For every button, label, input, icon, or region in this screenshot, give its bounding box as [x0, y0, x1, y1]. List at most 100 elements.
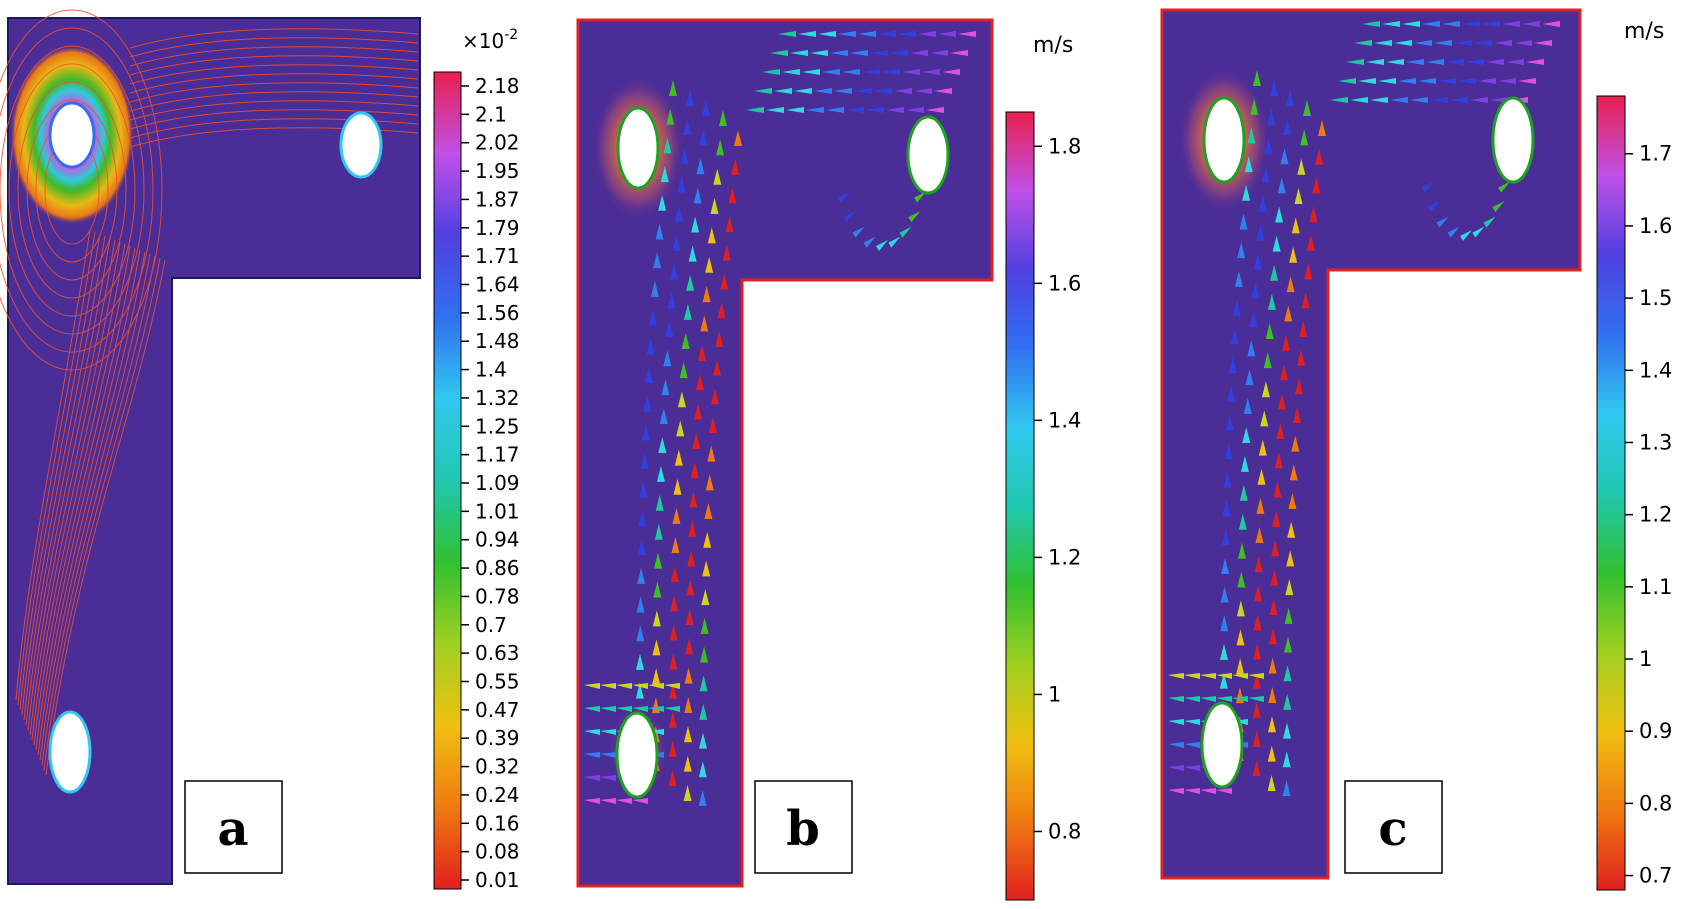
velocity-arrow: [584, 683, 600, 689]
panel-a-hole-top-left: [48, 101, 96, 169]
velocity-arrow: [673, 478, 682, 495]
velocity-arrow: [1223, 471, 1232, 488]
colorbar-tick-label: 1.56: [475, 301, 520, 325]
colorbar-tick-label: 0.8: [1048, 819, 1081, 843]
velocity-arrow: [710, 388, 719, 405]
velocity-arrow: [600, 706, 616, 712]
velocity-arrow: [1228, 356, 1237, 373]
velocity-arrow: [1306, 234, 1315, 251]
velocity-arrow: [1270, 569, 1279, 586]
velocity-arrow: [1418, 78, 1436, 84]
velocity-arrow: [705, 474, 714, 491]
velocity-arrow: [646, 338, 655, 355]
velocity-arrow: [1257, 468, 1266, 485]
velocity-arrow: [818, 31, 836, 37]
colorbar-tick-label: 0.9: [1639, 719, 1672, 743]
velocity-arrow: [1450, 97, 1468, 103]
velocity-arrow: [1168, 765, 1184, 771]
velocity-arrow: [693, 187, 702, 204]
velocity-arrow: [798, 31, 816, 37]
velocity-arrow: [1366, 59, 1384, 65]
velocity-arrow: [766, 107, 784, 113]
velocity-arrow: [636, 625, 645, 642]
velocity-arrow: [914, 88, 932, 94]
velocity-arrow: [686, 90, 694, 106]
streamline-loop: [0, 9, 163, 371]
colorbar-tick-label: 0.32: [475, 755, 520, 779]
velocity-arrow: [1216, 788, 1232, 794]
velocity-arrow: [1498, 78, 1516, 84]
velocity-arrow: [1390, 97, 1408, 103]
velocity-arrow: [1283, 665, 1292, 682]
velocity-arrow: [1221, 529, 1230, 546]
velocity-arrow: [854, 88, 872, 94]
velocity-arrow: [1221, 557, 1230, 574]
velocity-arrow: [1374, 40, 1392, 46]
velocity-arrow: [1253, 253, 1262, 270]
velocity-arrow: [922, 69, 940, 75]
streamline: [129, 100, 419, 121]
velocity-arrow: [653, 581, 662, 598]
velocity-arrow: [1514, 40, 1532, 46]
velocity-arrow: [1261, 381, 1270, 398]
colorbar-tick-label: 1.09: [475, 471, 520, 495]
panel-c-label: c: [1378, 801, 1407, 857]
colorbar-tick-label: 1.87: [475, 187, 520, 211]
velocity-arrow: [635, 682, 644, 699]
velocity-arrow: [1283, 119, 1292, 136]
velocity-arrow: [683, 726, 692, 743]
velocity-arrow: [1284, 607, 1293, 624]
velocity-arrow: [1272, 235, 1281, 252]
velocity-arrow: [632, 706, 648, 712]
velocity-arrow: [713, 168, 722, 185]
velocity-arrow: [1267, 745, 1276, 762]
velocity-arrow: [1216, 696, 1232, 702]
velocity-arrow: [676, 420, 685, 437]
streamline: [129, 91, 419, 112]
velocity-arrow: [958, 31, 976, 37]
velocity-arrow: [1200, 696, 1216, 702]
velocity-arrow: [713, 359, 722, 376]
velocity-arrow: [683, 755, 692, 772]
velocity-arrow: [1249, 311, 1258, 328]
panel-b-label-box: [754, 780, 853, 874]
colorbar-tick-label: 1.01: [475, 499, 520, 523]
colorbar-tick-label: 0.01: [475, 868, 520, 892]
streamline: [35, 249, 141, 751]
velocity-arrow: [1254, 585, 1263, 602]
velocity-arrow: [1282, 780, 1291, 796]
velocity-arrow: [600, 798, 616, 804]
streamline: [129, 46, 419, 67]
colorbar-tick-label: 0.63: [475, 641, 520, 665]
velocity-arrow: [670, 595, 679, 612]
velocity-arrow: [1251, 282, 1260, 299]
velocity-arrow: [695, 374, 704, 391]
velocity-arrow: [643, 395, 652, 412]
velocity-arrow: [1232, 299, 1241, 316]
velocity-arrow: [1184, 696, 1200, 702]
velocity-arrow: [1234, 270, 1243, 287]
streamline-loop: [26, 99, 118, 281]
velocity-arrow: [890, 50, 908, 56]
velocity-arrow: [710, 198, 719, 215]
velocity-arrow: [1239, 213, 1248, 230]
colorbar-tick-label: 0.7: [475, 613, 507, 637]
colorbar-tick-label: 1.4: [1639, 358, 1672, 382]
velocity-arrow: [1286, 276, 1295, 293]
velocity-arrow: [1354, 40, 1372, 46]
velocity-arrow: [616, 798, 632, 804]
velocity-arrow: [1248, 673, 1264, 679]
panel-b-hole-top-right: [906, 115, 950, 195]
velocity-arrow: [1438, 78, 1456, 84]
panel-c-hole-top-right: [1491, 96, 1535, 184]
velocity-arrow: [698, 761, 707, 778]
velocity-arrow: [1277, 177, 1286, 194]
velocity-arrow: [683, 785, 692, 801]
velocity-arrow: [762, 69, 780, 75]
velocity-arrow: [1427, 201, 1440, 213]
velocity-arrow: [1224, 443, 1233, 460]
velocity-arrow: [1518, 78, 1536, 84]
velocity-arrow: [664, 683, 680, 689]
colorbar-tick-label: 1.4: [1048, 408, 1081, 432]
velocity-arrow: [658, 194, 667, 211]
